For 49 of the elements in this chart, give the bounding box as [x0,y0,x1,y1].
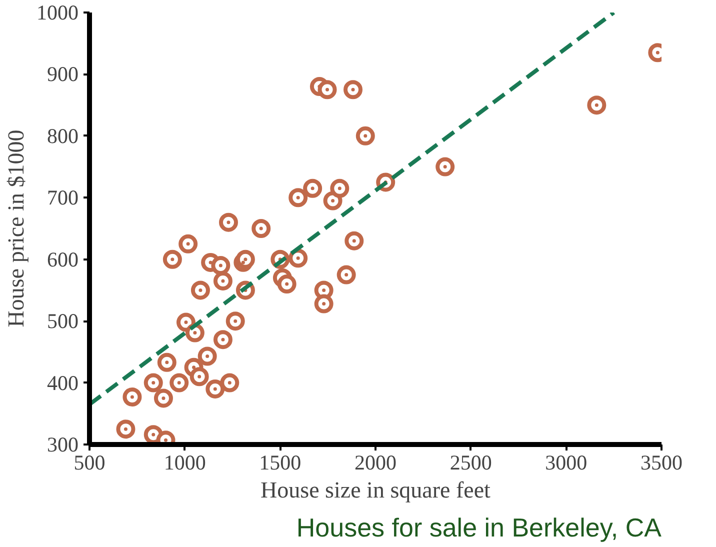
x-tick-label: 1500 [259,450,302,474]
point [170,373,189,392]
point [336,265,356,284]
x-tick-label: 3500 [640,450,682,474]
point [344,80,362,100]
point [587,96,606,115]
point [190,280,210,300]
point [218,212,238,232]
point [122,387,142,406]
x-tick-label: 3000 [545,450,588,474]
y-tick-label: 1000 [36,0,78,24]
point [314,294,334,314]
point [116,420,136,439]
point [252,219,271,238]
point [206,379,225,398]
x-axis-title: House size in square feet [260,478,492,502]
point [144,373,163,392]
point [213,271,232,290]
point [178,234,198,254]
point [162,250,182,269]
point [198,346,217,366]
point [190,367,209,386]
y-tick-label: 500 [47,309,78,334]
point [213,330,232,350]
point [211,256,230,276]
point [157,352,176,372]
point [356,126,375,146]
point [330,178,350,198]
point [154,388,173,408]
y-tick-label: 800 [47,124,78,148]
point [220,373,240,392]
y-tick-label: 600 [47,247,78,272]
point [288,188,308,208]
y-axis-title: House price in $1000 [4,130,28,328]
point [236,250,255,269]
y-tick-label: 900 [47,62,78,86]
x-tick-label: 1000 [164,450,206,474]
point [436,157,455,176]
point [226,312,245,331]
x-tick-label: 2000 [354,450,396,474]
point [318,80,337,100]
y-tick-label: 400 [47,370,78,395]
y-tick-label: 700 [47,186,78,210]
point [288,248,308,268]
point [344,231,364,250]
x-tick-label: 2500 [450,450,492,474]
text: Houses for sale in Berkeley, CA [296,512,662,542]
point [303,178,322,198]
point [277,274,296,294]
